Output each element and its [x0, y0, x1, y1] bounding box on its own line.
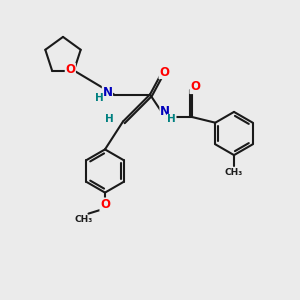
- Text: CH₃: CH₃: [75, 215, 93, 224]
- Text: O: O: [65, 63, 75, 76]
- Text: O: O: [159, 65, 169, 79]
- Text: H: H: [94, 93, 103, 103]
- Text: N: N: [102, 85, 112, 99]
- Text: O: O: [190, 80, 200, 94]
- Text: H: H: [167, 114, 176, 124]
- Text: N: N: [160, 105, 170, 118]
- Text: H: H: [105, 114, 114, 124]
- Text: O: O: [100, 198, 110, 211]
- Text: CH₃: CH₃: [225, 168, 243, 177]
